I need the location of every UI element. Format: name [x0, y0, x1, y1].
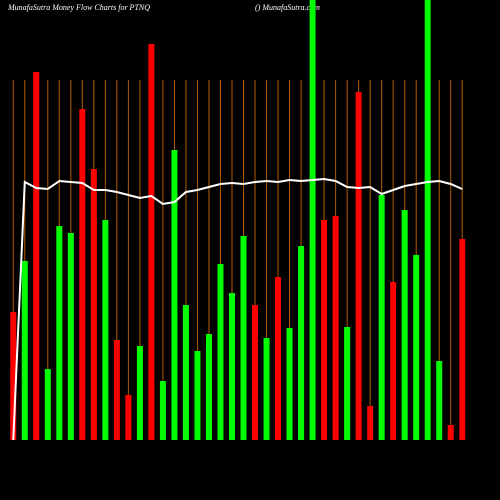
bar	[44, 369, 51, 440]
bar	[298, 246, 305, 440]
bar	[275, 277, 282, 440]
bar	[378, 195, 385, 440]
chart-title: MunafaSutra Money Flow Charts for PTNQ	[7, 3, 150, 12]
bar	[228, 293, 235, 440]
bar	[344, 327, 351, 440]
bar	[90, 169, 97, 440]
bar	[159, 381, 166, 440]
bar	[286, 328, 293, 440]
bar	[136, 346, 143, 440]
bar	[194, 351, 201, 440]
bar	[217, 264, 224, 440]
bar	[148, 44, 155, 440]
bar	[332, 216, 339, 440]
bar	[21, 261, 28, 440]
bar	[459, 239, 466, 440]
bar	[252, 305, 259, 440]
bar	[113, 340, 120, 440]
bar	[67, 233, 74, 440]
bar	[447, 425, 454, 440]
bar	[390, 282, 397, 440]
bar	[424, 0, 431, 440]
bar	[263, 338, 270, 440]
bar	[33, 72, 40, 440]
bar	[125, 395, 132, 440]
bar	[401, 210, 408, 440]
bar	[102, 220, 109, 440]
bar	[56, 226, 63, 440]
bar	[321, 220, 328, 440]
bar	[413, 255, 420, 440]
bar	[367, 406, 374, 440]
flow-line	[12, 177, 463, 440]
bar	[182, 305, 189, 440]
bar	[79, 109, 86, 440]
bar	[10, 312, 17, 440]
bar	[309, 0, 316, 440]
bar	[205, 334, 212, 440]
plot-area	[10, 0, 466, 440]
bar	[240, 236, 247, 440]
bar	[171, 150, 178, 440]
bar	[436, 361, 443, 440]
bar	[355, 92, 362, 440]
chart-subtitle: () MunafaSutra.com	[255, 3, 320, 12]
